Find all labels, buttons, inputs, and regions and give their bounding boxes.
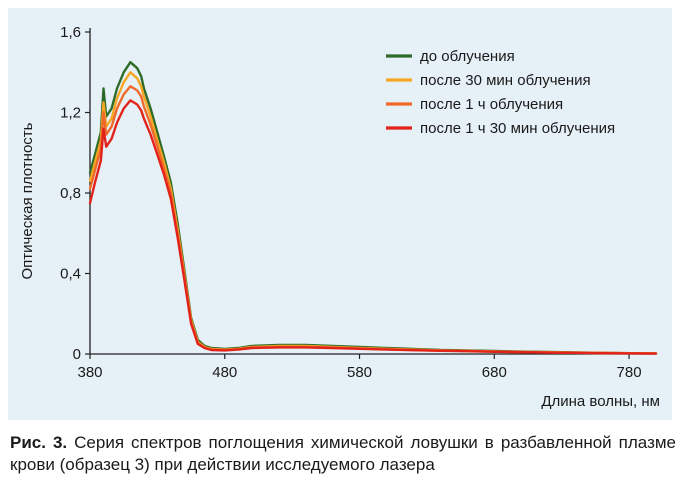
caption-text: Серия спектров поглощения химической лов… [10, 433, 677, 474]
x-tick-label: 780 [617, 364, 642, 381]
legend-label: после 30 мин облучения [420, 72, 591, 89]
legend-label: после 1 ч облучения [420, 96, 563, 113]
y-tick-label: 0,8 [60, 185, 81, 202]
x-tick-label: 580 [347, 364, 372, 381]
spectra-chart: 0 0,4 0,8 1,2 1,6 380 480 580 680 780 Длина волны,… [19, 24, 660, 410]
y-tick-label: 1,2 [60, 105, 81, 122]
legend-label: до облучения [420, 48, 515, 65]
x-axis-title: Длина волны, нм [541, 393, 660, 410]
x-tick-label: 480 [212, 364, 237, 381]
y-tick-label: 1,6 [60, 24, 81, 41]
x-tick-label: 380 [77, 364, 102, 381]
y-tick-label: 0 [73, 346, 81, 363]
figure-panel: 0 0,4 0,8 1,2 1,6 380 480 580 680 780 Длина волны,… [8, 8, 672, 420]
series-line [88, 99, 658, 355]
caption-label: Рис. 3. [10, 433, 68, 452]
x-tick-label: 680 [482, 364, 507, 381]
y-tick-label: 0,4 [60, 266, 81, 283]
legend-label: после 1 ч 30 мин облучения [420, 120, 615, 137]
y-axis-title: Оптическая плотность [19, 122, 36, 279]
figure-caption: Рис. 3. Серия спектров поглощения химиче… [10, 432, 676, 476]
